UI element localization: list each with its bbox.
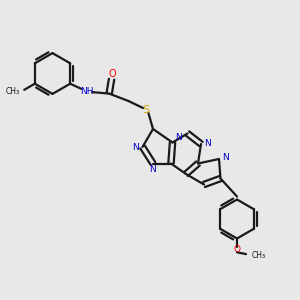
Text: O: O <box>108 69 116 79</box>
Text: N: N <box>175 134 182 142</box>
Text: N: N <box>204 139 211 148</box>
Text: CH₃: CH₃ <box>251 251 266 260</box>
Text: CH₃: CH₃ <box>6 87 20 96</box>
Text: S: S <box>142 104 150 115</box>
Text: N: N <box>222 153 229 162</box>
Text: N: N <box>133 142 139 152</box>
Text: NH: NH <box>80 87 93 96</box>
Text: N: N <box>149 165 155 174</box>
Text: O: O <box>233 245 241 254</box>
